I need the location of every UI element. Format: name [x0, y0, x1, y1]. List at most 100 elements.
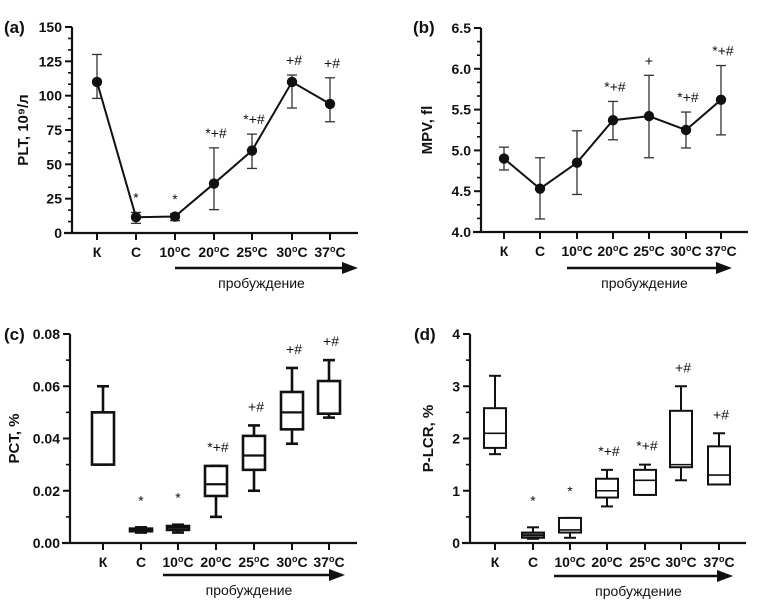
- data-point: [607, 115, 619, 126]
- significance-label: *+#: [243, 111, 265, 127]
- box: [707, 445, 731, 486]
- chart-panel-d: (d) 0 1 2 3 4 P-LCR, % К С 10oC 20oC 25oC 30oC 37oC пр…: [414, 325, 746, 599]
- significance-label: *+#: [636, 438, 658, 454]
- arrow-label: пробуждение: [595, 583, 682, 599]
- x-tick-label: С: [535, 243, 545, 259]
- significance-label: +#: [713, 406, 729, 422]
- x-tick-label: 10oC: [162, 554, 193, 570]
- box: [633, 468, 657, 496]
- significance-label: +#: [286, 52, 302, 68]
- x-tick-label: 20oC: [597, 243, 628, 259]
- significance-label: *: [172, 191, 178, 207]
- data-point: [680, 124, 692, 136]
- x-tick-label: 10oC: [561, 243, 592, 259]
- y-tick-label: 1: [452, 483, 460, 499]
- y-tick-label: 6.5: [452, 20, 472, 36]
- y-tick-label: 0.06: [33, 378, 60, 394]
- x-tick-label: 37oC: [703, 554, 734, 570]
- panel-label: (c): [4, 325, 25, 344]
- box: [203, 464, 229, 498]
- x-tick-label: 10oC: [159, 244, 190, 260]
- y-tick-label: 0.04: [33, 431, 60, 447]
- x-tick-label: К: [93, 244, 102, 260]
- y-axis-title: PCT, %: [6, 413, 23, 463]
- y-tick-label: 25: [46, 191, 62, 207]
- x-tick-label: 25oC: [236, 244, 267, 260]
- box: [241, 434, 267, 472]
- significance-label: +#: [323, 333, 339, 349]
- x-tick-label: 30oC: [276, 554, 307, 570]
- x-tick-label: 20oC: [591, 554, 622, 570]
- arrow-label: пробуждение: [218, 275, 305, 291]
- arrow-label: пробуждение: [601, 275, 688, 291]
- x-tick-label: 30oC: [670, 243, 701, 259]
- significance-label: *: [133, 189, 139, 205]
- y-tick-label: 4.5: [452, 183, 472, 199]
- significance-label: *: [138, 492, 144, 508]
- y-tick-label: 6.0: [452, 61, 472, 77]
- data-point: [715, 94, 727, 106]
- x-tick-label: К: [99, 554, 108, 570]
- box: [279, 390, 305, 431]
- significance-label: *+#: [604, 78, 626, 94]
- data-point: [169, 211, 181, 222]
- y-tick-label: 0: [452, 535, 460, 551]
- x-tick-label: 37oC: [705, 243, 736, 259]
- y-tick-label: 0: [54, 225, 62, 241]
- x-tick-label: С: [131, 244, 141, 260]
- arrow-head-icon: [342, 262, 358, 274]
- x-tick-label: 25oC: [633, 243, 664, 259]
- significance-label: +#: [675, 359, 691, 375]
- data-point: [324, 98, 336, 110]
- chart-panel-a: (a) 0 25 50 75 100 125 150 PLT, 10⁹/л К С 10oC 20oC 2…: [4, 18, 358, 291]
- x-tick-label: 30oC: [276, 244, 307, 260]
- box: [90, 411, 116, 466]
- x-tick-label: С: [528, 554, 538, 570]
- significance-label: *+#: [598, 443, 620, 459]
- chart-panel-c: (c) 0.00 0.02 0.04 0.06 0.08 PCT, % К С 10oC 20oC 2…: [4, 325, 357, 598]
- y-tick-label: 75: [46, 122, 62, 138]
- y-axis-title: PLT, 10⁹/л: [15, 94, 32, 165]
- significance-label: +: [645, 52, 653, 68]
- significance-label: *: [530, 492, 536, 508]
- x-tick-label: 10oC: [554, 554, 585, 570]
- data-point: [498, 153, 510, 164]
- data-point: [130, 212, 142, 223]
- panel-label: (d): [414, 325, 436, 344]
- box: [316, 379, 342, 415]
- significance-label: *+#: [712, 43, 734, 59]
- x-tick-label: С: [136, 554, 146, 570]
- box: [483, 407, 507, 449]
- arrow-head-icon: [329, 569, 345, 581]
- x-tick-label: 25oC: [629, 554, 660, 570]
- y-tick-label: 50: [46, 156, 62, 172]
- chart-panel-b: (b) 4.0 4.5 5.0 5.5 6.0 6.5 MPV, fl К С 10oC 20oC 25…: [413, 18, 748, 291]
- panel-label: (b): [413, 18, 435, 37]
- significance-label: *+#: [207, 439, 229, 455]
- y-tick-label: 5.5: [452, 102, 472, 118]
- y-tick-label: 0.00: [33, 535, 60, 551]
- x-tick-label: 30oC: [665, 554, 696, 570]
- significance-label: +#: [286, 341, 302, 357]
- y-tick-label: 0.02: [33, 483, 60, 499]
- arrow-head-icon: [716, 262, 732, 274]
- box: [669, 409, 693, 469]
- data-point: [534, 183, 546, 194]
- arrow-label: пробуждение: [206, 582, 293, 598]
- data-point: [643, 110, 655, 122]
- y-tick-label: 150: [39, 19, 63, 35]
- x-tick-label: К: [500, 243, 509, 259]
- data-point: [208, 178, 220, 189]
- box: [595, 477, 619, 499]
- y-tick-label: 125: [39, 53, 63, 69]
- data-point: [571, 157, 583, 168]
- y-tick-label: 4.0: [452, 224, 472, 240]
- x-tick-label: 20oC: [200, 554, 231, 570]
- x-tick-label: 37oC: [313, 554, 344, 570]
- y-axis-title: P-LCR, %: [420, 405, 437, 473]
- data-point: [246, 145, 258, 156]
- significance-label: *: [175, 490, 181, 506]
- y-tick-label: 0.08: [33, 326, 60, 342]
- data-point: [91, 76, 103, 88]
